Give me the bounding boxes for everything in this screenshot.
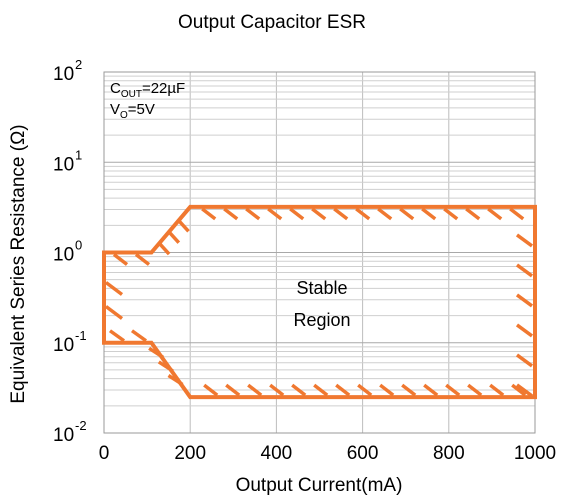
hatch-mark-upper-slope xyxy=(167,230,181,244)
hatch-mark-top xyxy=(245,207,261,221)
hatch-mark-bottom xyxy=(357,383,373,397)
y-tick-exponent: -2 xyxy=(75,418,87,433)
hatch-mark-right xyxy=(515,263,534,278)
hatch-mark-bottom xyxy=(467,383,483,397)
y-tick-base: 10 xyxy=(53,154,74,175)
y-tick-exponent: -1 xyxy=(75,328,87,343)
hatch-mark-bottom xyxy=(203,383,219,397)
hatch-mark-bottom xyxy=(313,383,329,397)
hatch-mark-top xyxy=(289,207,305,221)
hatch-mark-bottom xyxy=(225,383,241,397)
hatch-mark-bottom xyxy=(401,383,417,397)
stable-region-outline xyxy=(102,204,537,400)
hatch-mark-top xyxy=(333,207,349,221)
hatch-mark-top xyxy=(201,207,217,221)
condition-symbol: V xyxy=(110,101,120,118)
y-tick-label: 10 -1 xyxy=(53,328,87,356)
hatch-mark-top xyxy=(487,207,503,221)
stable-region-hatching xyxy=(104,207,534,398)
hatch-mark-right xyxy=(515,233,534,248)
hatch-mark-top xyxy=(377,207,393,221)
hatch-mark-bottom xyxy=(291,383,307,397)
y-tick-exponent: 2 xyxy=(75,57,82,72)
hatch-mark-right xyxy=(515,353,534,368)
y-tick-exponent: 0 xyxy=(75,238,82,253)
hatch-mark-top xyxy=(421,207,437,221)
hatch-mark-upper-left xyxy=(112,253,129,266)
hatch-mark-right xyxy=(515,293,534,308)
condition-line: COUT=22µF xyxy=(110,80,185,100)
stable-region-boundary xyxy=(102,204,537,400)
hatch-mark-right xyxy=(515,323,534,338)
y-tick-label: 10 2 xyxy=(53,57,82,85)
hatch-mark-bottom xyxy=(423,383,439,397)
y-tick-base: 10 xyxy=(53,425,74,446)
hatch-mark-top xyxy=(465,207,481,221)
hatch-mark-top xyxy=(443,207,459,221)
hatch-mark-bottom xyxy=(247,383,263,397)
condition-symbol: C xyxy=(110,80,121,97)
y-axis-label: Equivalent Series Resistance (Ω) xyxy=(8,124,29,403)
y-tick-base: 10 xyxy=(53,335,74,356)
region-label-line-2: Region xyxy=(293,310,350,330)
region-label-line-1: Stable xyxy=(296,278,347,298)
hatch-mark-lower-left xyxy=(108,329,126,343)
x-tick-label: 600 xyxy=(347,443,379,464)
hatch-mark-top xyxy=(355,207,371,221)
hatch-mark-upper-slope xyxy=(177,219,190,233)
hatch-mark-top xyxy=(223,207,239,221)
x-tick-label: 0 xyxy=(99,443,110,464)
hatch-mark-upper-left xyxy=(134,253,151,266)
hatch-mark-lower-left xyxy=(130,329,148,343)
condition-value: =22µF xyxy=(142,80,185,97)
y-tick-exponent: 1 xyxy=(75,147,82,162)
condition-subscript: OUT xyxy=(121,89,142,100)
hatch-mark-top xyxy=(509,207,525,221)
x-tick-label: 400 xyxy=(261,443,293,464)
y-tick-label: 10 -2 xyxy=(53,418,87,446)
y-tick-label: 10 0 xyxy=(53,238,82,266)
x-tick-labels: 0 200 400 600 800 1000 xyxy=(99,443,556,464)
x-tick-label: 200 xyxy=(174,443,206,464)
chart-title: Output Capacitor ESR xyxy=(178,12,366,33)
grid-lines xyxy=(104,72,535,433)
condition-subscript: O xyxy=(120,110,128,121)
x-tick-label: 1000 xyxy=(514,443,556,464)
hatch-mark-bottom xyxy=(511,383,527,397)
y-tick-label: 10 1 xyxy=(53,147,82,175)
y-tick-base: 10 xyxy=(53,64,74,85)
hatch-mark-bottom xyxy=(489,383,505,397)
y-tick-base: 10 xyxy=(53,245,74,266)
hatch-mark-bottom xyxy=(269,383,285,397)
hatch-mark-top xyxy=(267,207,283,221)
hatch-mark-right xyxy=(515,383,534,398)
condition-line: VO=5V xyxy=(110,101,155,121)
hatch-mark-left xyxy=(104,305,124,320)
hatch-mark-bottom xyxy=(445,383,461,397)
hatch-mark-bottom xyxy=(335,383,351,397)
condition-value: =5V xyxy=(128,101,155,118)
hatch-mark-bottom xyxy=(379,383,395,397)
hatch-mark-upper-slope xyxy=(157,241,171,256)
hatch-mark-top xyxy=(311,207,327,221)
x-axis-label: Output Current(mA) xyxy=(236,475,403,496)
hatch-mark-left xyxy=(104,281,124,296)
hatch-mark-top xyxy=(399,207,415,221)
x-tick-label: 800 xyxy=(433,443,465,464)
